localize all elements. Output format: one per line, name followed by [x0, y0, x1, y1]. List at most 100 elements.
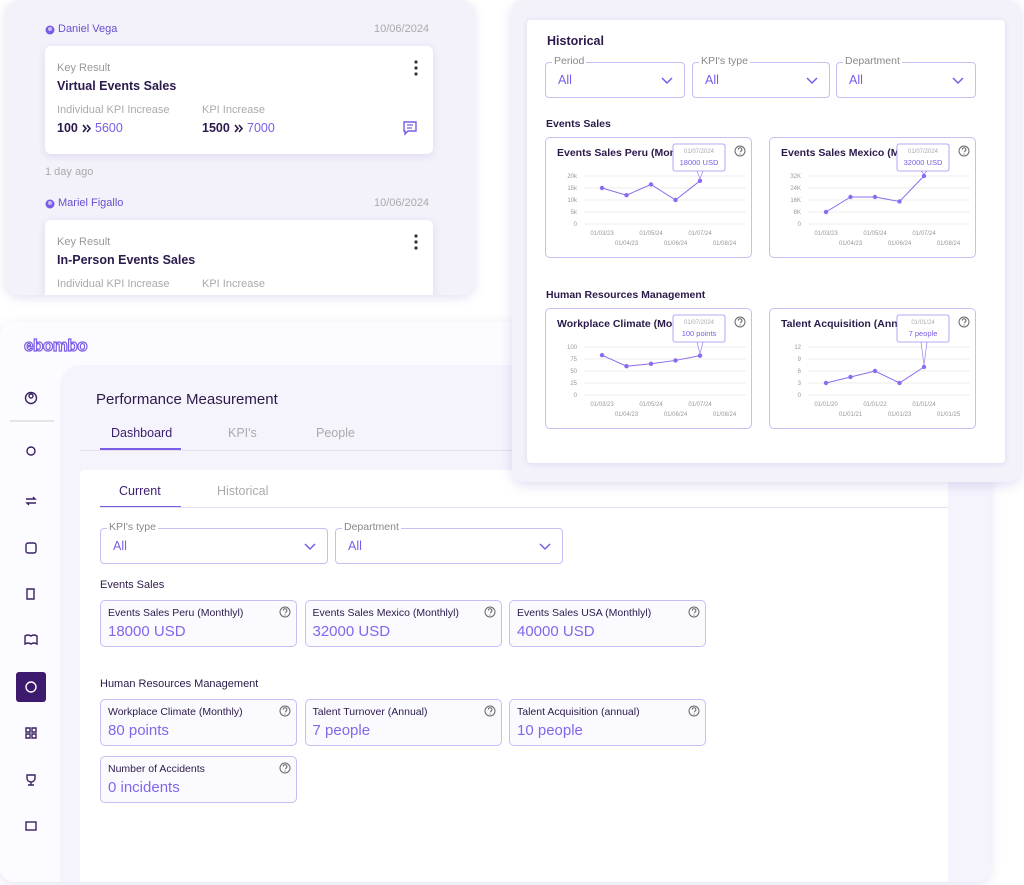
filter-value: All: [705, 73, 719, 87]
line-chart: 100 75 50 25 0 01/03/2301/04/2301/05/2401/06/…: [567, 314, 746, 418]
y-tick-label: 15k: [567, 186, 578, 192]
kpi-value: 40000 USD: [517, 623, 595, 640]
help-icon: [279, 762, 291, 774]
tooltip: [896, 314, 950, 343]
data-point: [648, 182, 654, 187]
filter[interactable]: Department All: [836, 55, 976, 98]
x-tick-label: 01/01/21: [839, 412, 863, 418]
line-chart: 32K24K16K8K001/03/2301/04/2301/05/2401/0…: [790, 143, 970, 247]
author: Mariel Figallo: [58, 197, 124, 209]
x-tick-label: 01/01/25: [937, 412, 961, 418]
kpi-name: Events Sales USA (Monthlyl): [517, 607, 652, 619]
data-point: [823, 209, 829, 215]
subtab[interactable]: Current: [119, 484, 161, 498]
kpi-summary-card[interactable]: Workplace Climate (Monthly) 80 points: [100, 699, 297, 746]
kpi-value: 0 incidents: [108, 779, 180, 796]
filter-label: Department: [843, 55, 902, 67]
x-tick-label: 01/03/23: [814, 231, 838, 237]
filter-label: KPI's type: [107, 521, 158, 533]
tooltip-pointer: [696, 170, 704, 180]
brand-logo: ebombo: [23, 335, 88, 355]
menu-dots: [414, 60, 418, 76]
subtab-divider: [100, 507, 948, 508]
arrows: [234, 124, 244, 133]
y-tick-label: 10k: [567, 198, 578, 204]
arrows: [82, 124, 92, 133]
y-tick-label: 32K: [790, 174, 801, 180]
kpi-summary-card[interactable]: Number of Accidents 0 incidents: [100, 756, 297, 803]
tab[interactable]: People: [316, 426, 355, 440]
metric-to: 5600: [95, 121, 123, 135]
x-tick-label: 01/07/24: [688, 402, 712, 408]
feed-panel: Daniel Vega 10/06/2024 Key Result Virtual E…: [5, 0, 475, 295]
tab[interactable]: Dashboard: [111, 426, 173, 440]
x-tick-label: 01/07/24: [688, 231, 712, 237]
data-point: [823, 380, 829, 386]
x-tick-label: 01/05/24: [639, 402, 663, 408]
data-point: [673, 197, 678, 203]
kpi-value: 80 points: [108, 722, 169, 739]
x-tick-label: 01/04/23: [615, 241, 639, 247]
x-tick-label: 01/01/23: [888, 412, 912, 418]
subtab[interactable]: Historical: [217, 484, 269, 498]
metric-label: KPI Increase: [202, 104, 265, 116]
tooltip-date: 01/07/2024: [908, 149, 939, 155]
help-icon: [688, 606, 700, 618]
filter[interactable]: Period All: [545, 55, 685, 98]
kpi-summary-card[interactable]: Talent Acquisition (annual) 10 people: [509, 699, 706, 746]
metric-label: Individual KPI Increase: [57, 278, 170, 290]
x-tick-label: 01/05/24: [863, 231, 887, 237]
chart-title: Workplace Climate (Monthly): [557, 318, 701, 330]
filter[interactable]: Department All: [335, 521, 563, 564]
chevron: [661, 77, 673, 85]
line-chart: 12963001/01/2001/01/2101/01/2201/01/2301…: [794, 314, 970, 418]
kpi-summary-card[interactable]: Talent Turnover (Annual) 7 people: [304, 699, 502, 746]
author: Daniel Vega: [58, 23, 118, 35]
filter[interactable]: KPI's type All: [692, 55, 830, 98]
y-tick-label: 20k: [567, 174, 578, 180]
card-label: Key Result: [57, 236, 111, 248]
x-tick-label: 01/08/24: [713, 241, 737, 247]
metric-from: 1500: [202, 121, 230, 135]
kpi-value: 7 people: [312, 722, 371, 739]
kpi-summary-card[interactable]: Events Sales Peru (Monthlyl) 18000 USD: [100, 600, 297, 647]
section-title: Events Sales: [546, 118, 611, 130]
x-tick-label: 01/07/24: [912, 231, 936, 237]
tab[interactable]: KPI's: [228, 426, 257, 440]
y-tick-label: 5k: [571, 210, 578, 216]
section-title: Events Sales: [100, 579, 165, 591]
kpi-name: Talent Acquisition (annual): [517, 706, 640, 718]
chevron: [304, 543, 316, 551]
tooltip-value: 100 points: [682, 329, 717, 338]
y-tick-label: 0: [798, 393, 802, 399]
x-tick-label: 01/01/22: [863, 402, 887, 408]
help-icon: [734, 145, 746, 157]
metric-from: 100: [57, 121, 78, 135]
data-point: [872, 368, 878, 374]
x-tick-label: 01/04/23: [839, 241, 863, 247]
tooltip-value: 18000 USD: [680, 158, 719, 167]
avatar: [45, 25, 55, 35]
data-point: [648, 361, 654, 366]
x-tick-label: 01/03/23: [590, 402, 614, 408]
data-point: [921, 364, 927, 370]
time-ago: 1 day ago: [45, 166, 94, 178]
kpi-summary-card[interactable]: Events Sales USA (Monthlyl) 40000 USD: [509, 600, 706, 647]
x-tick-label: 01/06/24: [888, 241, 912, 247]
kpi-value: 32000 USD: [312, 623, 391, 640]
kpi-card: Key Result Virtual Events Sales Individual…: [45, 46, 433, 154]
kpi-summary-card[interactable]: Events Sales Mexico (Monthlyl) 32000 USD: [304, 600, 502, 647]
chart-card: Events Sales Mexico (Monthly) 32K 24K 16K 8K…: [769, 137, 976, 258]
data-point: [697, 178, 703, 183]
filter[interactable]: KPI's type All: [100, 521, 328, 564]
chevron: [539, 543, 551, 551]
tooltip-value: 32000 USD: [904, 158, 943, 167]
kpi-value: 10 people: [517, 722, 583, 739]
tooltip-pointer: [920, 170, 928, 175]
chart-title: Events Sales Mexico (Monthly): [781, 147, 935, 159]
filter-value: All: [849, 73, 863, 87]
x-tick-label: 01/01/20: [814, 402, 838, 408]
data-point: [848, 374, 853, 380]
chart-title: Talent Acquisition (Annual): [781, 318, 917, 330]
